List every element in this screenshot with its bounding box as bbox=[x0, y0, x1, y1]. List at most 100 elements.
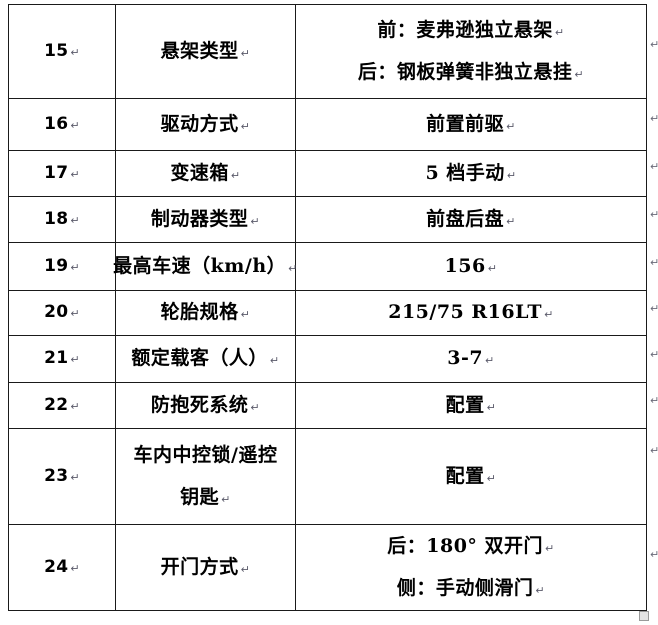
spec-value-text: 配置 ↵ bbox=[445, 464, 497, 487]
spec-name-text: 驱动方式 ↵ bbox=[160, 112, 251, 135]
row-index-cell: 21 ↵ bbox=[8, 335, 116, 383]
paragraph-mark-icon: ↵ bbox=[70, 45, 80, 59]
spec-value-content: 3-7 ↵ bbox=[296, 346, 646, 372]
table-row: 24 ↵ 开门方式 ↵ 后：180° 双开门 ↵ 侧：手动侧滑门 ↵ bbox=[8, 524, 647, 611]
row-index-content: 17 ↵ bbox=[9, 162, 115, 186]
paragraph-mark-icon: ↵ bbox=[486, 400, 497, 414]
paragraph-mark-icon: ↵ bbox=[70, 399, 80, 413]
spec-name-cell: 制动器类型 ↵ bbox=[115, 196, 296, 243]
row-index-content: 19 ↵ bbox=[9, 255, 115, 279]
spec-name-content: 防抱死系统 ↵ bbox=[116, 393, 295, 419]
row-index-cell: 16 ↵ bbox=[8, 98, 116, 151]
table-row: 18 ↵ 制动器类型 ↵ 前盘后盘 ↵ bbox=[8, 196, 647, 243]
row-index-content: 22 ↵ bbox=[9, 394, 115, 418]
spec-name-content: 额定载客（人） ↵ bbox=[116, 346, 295, 372]
row-index-text: 23 ↵ bbox=[44, 465, 80, 486]
row-index-content: 15 ↵ bbox=[9, 40, 115, 64]
spec-value-cell: 5 档手动 ↵ bbox=[295, 150, 647, 197]
spec-value-cell: 156 ↵ bbox=[295, 242, 647, 291]
margin-paragraph-mark-icon: ↵ bbox=[650, 112, 658, 125]
paragraph-mark-icon: ↵ bbox=[230, 168, 241, 182]
paragraph-mark-icon: ↵ bbox=[486, 471, 497, 485]
paragraph-mark-icon: ↵ bbox=[221, 492, 231, 506]
row-index-text: 24 ↵ bbox=[44, 556, 80, 577]
spec-value-text: 后：180° 双开门 ↵ bbox=[387, 534, 555, 557]
spec-name-content: 制动器类型 ↵ bbox=[116, 207, 295, 233]
spec-name-text: 防抱死系统 ↵ bbox=[150, 393, 261, 416]
table-row: 23 ↵ 车内中控锁/遥控 钥匙 ↵ 配置 ↵ bbox=[8, 428, 647, 525]
row-index-text: 17 ↵ bbox=[44, 162, 80, 183]
row-index-content: 20 ↵ bbox=[9, 301, 115, 325]
paragraph-mark-icon: ↵ bbox=[240, 562, 251, 576]
margin-paragraph-mark-icon: ↵ bbox=[650, 160, 658, 173]
row-index-cell: 19 ↵ bbox=[8, 242, 116, 291]
paragraph-mark-icon: ↵ bbox=[545, 541, 555, 555]
spec-name-content: 轮胎规格 ↵ bbox=[116, 300, 295, 326]
margin-paragraph-mark-icon: ↵ bbox=[650, 548, 658, 561]
row-index-cell: 18 ↵ bbox=[8, 196, 116, 243]
row-index-cell: 15 ↵ bbox=[8, 4, 116, 99]
spec-name-text: 车内中控锁/遥控 bbox=[133, 443, 278, 466]
table-resize-handle[interactable] bbox=[639, 611, 649, 621]
row-index-cell: 23 ↵ bbox=[8, 428, 116, 525]
table-row: 19 ↵ 最高车速（km/h） ↵ 156 ↵ bbox=[8, 242, 647, 291]
row-index-content: 16 ↵ bbox=[9, 113, 115, 137]
spec-name-text: 轮胎规格 ↵ bbox=[160, 301, 251, 324]
spec-name-content: 车内中控锁/遥控 钥匙 ↵ bbox=[116, 443, 295, 511]
spec-name-cell: 轮胎规格 ↵ bbox=[115, 290, 296, 336]
paragraph-mark-icon: ↵ bbox=[240, 46, 251, 60]
paragraph-mark-icon: ↵ bbox=[70, 167, 80, 181]
spec-name-content: 驱动方式 ↵ bbox=[116, 112, 295, 138]
margin-paragraph-mark-icon: ↵ bbox=[650, 208, 658, 221]
paragraph-mark-icon: ↵ bbox=[269, 354, 280, 368]
spec-value-cell: 前：麦弗逊独立悬架 ↵ 后：钢板弹簧非独立悬挂 ↵ bbox=[295, 4, 647, 99]
spec-value-text: 配置 ↵ bbox=[445, 393, 497, 416]
row-index-content: 23 ↵ bbox=[9, 465, 115, 489]
spec-name-cell: 悬架类型 ↵ bbox=[115, 4, 296, 99]
spec-name-content: 变速箱 ↵ bbox=[116, 161, 295, 187]
paragraph-mark-icon: ↵ bbox=[70, 353, 80, 367]
spec-value-text: 前：麦弗逊独立悬架 ↵ bbox=[377, 18, 565, 41]
paragraph-mark-icon: ↵ bbox=[288, 261, 298, 275]
spec-value-cell: 配置 ↵ bbox=[295, 428, 647, 525]
spec-name-cell: 变速箱 ↵ bbox=[115, 150, 296, 197]
row-index-text: 22 ↵ bbox=[44, 394, 80, 415]
spec-name-text: 开门方式 ↵ bbox=[160, 555, 251, 578]
spec-name-cell: 额定载客（人） ↵ bbox=[115, 335, 296, 383]
spec-name-cell: 最高车速（km/h） ↵ bbox=[113, 242, 298, 291]
spec-name-cell: 车内中控锁/遥控 钥匙 ↵ bbox=[115, 428, 296, 525]
spec-value-content: 215/75 R16LT ↵ bbox=[296, 300, 646, 326]
spec-value-cell: 后：180° 双开门 ↵ 侧：手动侧滑门 ↵ bbox=[295, 524, 647, 611]
paragraph-mark-icon: ↵ bbox=[70, 561, 80, 575]
spec-value-text: 侧：手动侧滑门 ↵ bbox=[396, 576, 546, 599]
spec-value-content: 前盘后盘 ↵ bbox=[296, 207, 646, 233]
spec-name-text: 悬架类型 ↵ bbox=[160, 39, 251, 62]
paragraph-mark-icon: ↵ bbox=[250, 214, 261, 228]
margin-paragraph-mark-icon: ↵ bbox=[650, 394, 658, 407]
row-index-content: 24 ↵ bbox=[9, 556, 115, 580]
spec-value-content: 配置 ↵ bbox=[296, 464, 646, 490]
paragraph-mark-icon: ↵ bbox=[70, 470, 80, 484]
spec-name-text: 制动器类型 ↵ bbox=[150, 207, 261, 230]
row-index-text: 20 ↵ bbox=[44, 302, 80, 323]
row-index-content: 21 ↵ bbox=[9, 347, 115, 371]
margin-paragraph-mark-icon: ↵ bbox=[650, 302, 658, 315]
paragraph-mark-icon: ↵ bbox=[544, 308, 554, 322]
spec-name-text: 钥匙 ↵ bbox=[180, 485, 231, 508]
row-index-content: 18 ↵ bbox=[9, 208, 115, 232]
paragraph-mark-icon: ↵ bbox=[70, 307, 80, 321]
spec-value-text: 后：钢板弹簧非独立悬挂 ↵ bbox=[357, 60, 585, 83]
spec-value-cell: 配置 ↵ bbox=[295, 382, 647, 429]
paragraph-mark-icon: ↵ bbox=[240, 308, 251, 322]
table-row: 17 ↵ 变速箱 ↵ 5 档手动 ↵ bbox=[8, 150, 647, 197]
spec-value-content: 5 档手动 ↵ bbox=[296, 161, 646, 187]
margin-paragraph-mark-icon: ↵ bbox=[650, 348, 658, 361]
row-index-cell: 20 ↵ bbox=[8, 290, 116, 336]
spec-value-cell: 前盘后盘 ↵ bbox=[295, 196, 647, 243]
paragraph-mark-icon: ↵ bbox=[485, 354, 495, 368]
row-index-cell: 24 ↵ bbox=[8, 524, 116, 611]
spec-value-text: 215/75 R16LT ↵ bbox=[388, 301, 554, 324]
paragraph-mark-icon: ↵ bbox=[574, 67, 585, 81]
paragraph-mark-icon: ↵ bbox=[240, 119, 251, 133]
